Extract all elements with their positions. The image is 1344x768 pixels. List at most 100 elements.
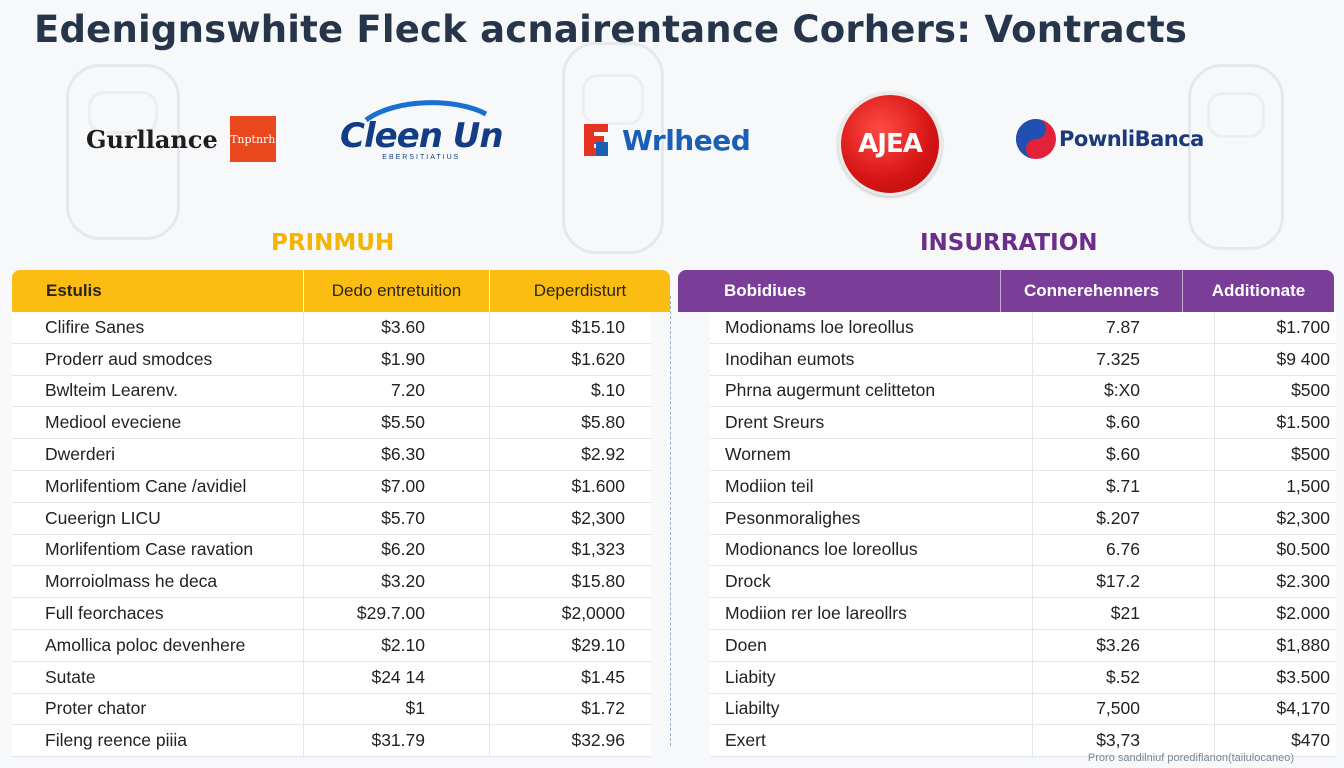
- ajea-logo: AJEA: [838, 92, 942, 196]
- table-row: Fileng reence piiia $31.79 $32.96: [12, 725, 651, 758]
- table-row: Inodihan eumots 7.325 $9 400: [710, 343, 1336, 376]
- gurllance-wordmark: Gurllance: [86, 124, 218, 154]
- row-value: $7.00: [303, 470, 489, 502]
- row-value: 7.325: [1032, 343, 1214, 375]
- row-label: Bwlteim Learenv.: [45, 380, 178, 401]
- row-value: $24 14: [303, 661, 489, 693]
- table-row: Bwlteim Learenv. 7.20 $.10: [12, 375, 651, 408]
- e-mark-icon: [584, 124, 608, 156]
- phone-outline-icon: [562, 42, 664, 254]
- table-header: Bobidiues Connerehenners Additionate: [678, 270, 1334, 312]
- table-row: Liabilty 7,500 $4,170: [710, 693, 1336, 726]
- table-row: Exert $3,73 $470: [710, 725, 1336, 758]
- row-value: $2,0000: [489, 598, 651, 629]
- phone-outline-icon: [66, 64, 180, 240]
- cleen-logo: Cleen Un EBERSITIATIUS: [340, 100, 504, 161]
- row-label: Doen: [725, 634, 767, 655]
- table-row: Full feorchaces $29.7.00 $2,0000: [12, 598, 651, 630]
- row-value: $1.45: [489, 661, 651, 693]
- wrlheed-logo: Wrlheed: [582, 122, 751, 158]
- row-label: Amollica poloc devenhere: [45, 634, 246, 655]
- row-value: $1.620: [489, 343, 651, 375]
- row-value: $0.500: [1214, 534, 1336, 566]
- column-header: Bobidiues: [724, 281, 807, 300]
- row-value: $1.700: [1214, 312, 1336, 343]
- row-value: $470: [1214, 725, 1336, 757]
- row-value: $2.000: [1214, 598, 1336, 629]
- row-value: $2,300: [1214, 502, 1336, 534]
- row-value: $1: [303, 693, 489, 725]
- cleen-subtitle: EBERSITIATIUS: [382, 154, 461, 161]
- row-value: $29.7.00: [303, 598, 489, 629]
- table-row: Morlifentiom Case ravation $6.20 $1,323: [12, 534, 651, 567]
- row-value: $32.96: [489, 725, 651, 757]
- row-label: Modionancs loe loreollus: [725, 539, 918, 560]
- row-value: $5.50: [303, 407, 489, 439]
- table-header: Estulis Dedo entretuition Deperdisturt: [12, 270, 670, 312]
- divider: [670, 296, 671, 746]
- row-label: Morroiolmass he deca: [45, 571, 218, 592]
- column-header: Additionate: [1182, 270, 1334, 312]
- table-row: Proter chator $1 $1.72: [12, 693, 651, 726]
- row-value: $1,880: [1214, 629, 1336, 661]
- swoosh-icon: [364, 100, 488, 122]
- column-header: Estulis: [46, 281, 102, 300]
- row-value: $.207: [1032, 502, 1214, 534]
- row-value: $.71: [1032, 470, 1214, 502]
- row-value: $3.20: [303, 566, 489, 598]
- row-value: $:X0: [1032, 375, 1214, 407]
- row-value: $2.92: [489, 439, 651, 470]
- row-value: $4,170: [1214, 693, 1336, 725]
- row-label: Modiion rer loe lareollrs: [725, 603, 907, 624]
- column-header: Dedo entretuition: [303, 270, 489, 312]
- row-value: 7.20: [303, 375, 489, 407]
- pownli-logo: PownliBanca: [1015, 118, 1204, 160]
- row-value: $5.80: [489, 407, 651, 439]
- row-value: $1.600: [489, 470, 651, 502]
- row-value: $3.26: [1032, 629, 1214, 661]
- row-value: $6.30: [303, 439, 489, 470]
- table-row: Modionancs loe loreollus 6.76 $0.500: [710, 534, 1336, 567]
- row-value: $15.80: [489, 566, 651, 598]
- row-value: $6.20: [303, 534, 489, 566]
- row-value: $500: [1214, 439, 1336, 470]
- row-value: $1.90: [303, 343, 489, 375]
- row-label: Phrna augermunt celitteton: [725, 380, 936, 401]
- wrlheed-wordmark: Wrlheed: [622, 123, 751, 157]
- row-label: Modiion teil: [725, 475, 814, 496]
- table-row: Drock $17.2 $2.300: [710, 566, 1336, 599]
- page-title: Edenignswhite Fleck acnairentance Corher…: [34, 8, 1188, 51]
- row-label: Wornem: [725, 444, 791, 465]
- ajea-disc: AJEA: [838, 92, 942, 196]
- table-row: Doen $3.26 $1,880: [710, 629, 1336, 662]
- row-value: $.52: [1032, 661, 1214, 693]
- table-row: Morlifentiom Cane /avidiel $7.00 $1.600: [12, 470, 651, 503]
- table-row: Dwerderi $6.30 $2.92: [12, 439, 651, 471]
- row-value: $.10: [489, 375, 651, 407]
- insurance-section-label: INSURRATION: [920, 230, 1098, 256]
- row-value: $2,300: [489, 502, 651, 534]
- table-body: Clifire Sanes $3.60 $15.10 Proderr aud smod…: [12, 312, 651, 758]
- row-value: $3.500: [1214, 661, 1336, 693]
- row-value: 7,500: [1032, 693, 1214, 725]
- row-value: $17.2: [1032, 566, 1214, 598]
- row-label: Mediool eveciene: [45, 412, 182, 433]
- row-value: $15.10: [489, 312, 651, 343]
- row-label: Morlifentiom Case ravation: [45, 539, 254, 560]
- row-label: Fileng reence piiia: [45, 730, 188, 751]
- table-row: Modiion rer loe lareollrs $21 $2.000: [710, 598, 1336, 630]
- gurllance-tag: Tnptnrh: [229, 116, 276, 162]
- row-label: Drock: [725, 571, 771, 592]
- row-label: Liabilty: [725, 698, 780, 719]
- column-header: Connerehenners: [1000, 270, 1182, 312]
- cleen-wordmark: Cleen Un: [340, 116, 504, 156]
- row-value: 7.87: [1032, 312, 1214, 343]
- row-label: Clifire Sanes: [45, 316, 145, 337]
- table-row: Liabity $.52 $3.500: [710, 661, 1336, 694]
- row-value: $2.300: [1214, 566, 1336, 598]
- row-value: $500: [1214, 375, 1336, 407]
- gurllance-logo: Gurllance Tnptnrh: [86, 116, 276, 162]
- row-label: Morlifentiom Cane /avidiel: [45, 475, 247, 496]
- table-row: Sutate $24 14 $1.45: [12, 661, 651, 694]
- row-label: Cueerign LICU: [45, 507, 161, 528]
